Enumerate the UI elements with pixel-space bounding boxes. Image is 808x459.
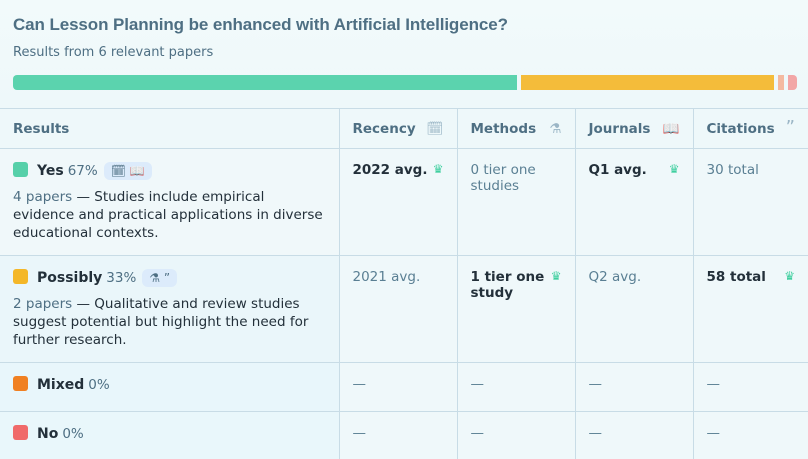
quote-icon: ” — [163, 271, 171, 285]
table-row[interactable]: Possibly 33% ⚗ ” 2 papers — Qualitative an… — [0, 255, 808, 363]
table-row[interactable]: Yes 67% 🗓 📖 4 papers — Studies include emp… — [0, 148, 808, 256]
table-row[interactable]: No 0% — — — — — [0, 411, 808, 459]
column-methods[interactable]: Methods ⚗ — [456, 108, 575, 149]
column-journals[interactable]: Journals 📖 — [574, 108, 693, 149]
bar-segment-no — [788, 75, 797, 90]
paper-count-link[interactable]: 4 papers — [13, 189, 73, 205]
book-icon: 📖 — [129, 164, 145, 178]
flask-icon: ⚗ — [149, 271, 161, 285]
swatch-possibly — [13, 269, 28, 284]
calendar-icon: 🗓 — [426, 121, 444, 137]
crown-icon: ♛ — [668, 162, 680, 176]
quote-icon: ” — [785, 117, 795, 138]
book-icon: 📖 — [662, 121, 680, 137]
page-title: Can Lesson Planning be enhanced with Art… — [13, 15, 508, 34]
bar-segment-possibly — [521, 75, 774, 90]
bar-segment-yes — [13, 75, 517, 90]
swatch-yes — [13, 162, 28, 177]
column-recency[interactable]: Recency 🗓 — [338, 108, 457, 149]
calendar-icon: 🗓 — [110, 164, 126, 178]
crown-icon: ♛ — [550, 269, 562, 283]
flask-icon: ⚗ — [549, 121, 562, 137]
crown-icon: ♛ — [784, 269, 795, 283]
column-results[interactable]: Results — [0, 108, 339, 149]
swatch-no — [13, 425, 28, 440]
badge-chips: 🗓 📖 — [103, 162, 152, 180]
table-header: Results Recency 🗓 Methods ⚗ Journals 📖 Cita… — [0, 108, 808, 149]
column-citations[interactable]: Citations” — [692, 108, 808, 149]
swatch-mixed — [13, 376, 28, 391]
table-row[interactable]: Mixed 0% — — — — — [0, 362, 808, 412]
header: Can Lesson Planning be enhanced with Art… — [0, 0, 808, 108]
results-distribution-bar — [13, 75, 797, 90]
paper-count-link[interactable]: 2 papers — [13, 296, 73, 312]
bar-segment-mixed — [778, 75, 784, 90]
page-subtitle: Results from 6 relevant papers — [13, 45, 214, 60]
results-table: Results Recency 🗓 Methods ⚗ Journals 📖 Cita… — [0, 108, 808, 459]
crown-icon: ♛ — [432, 162, 444, 176]
badge-chips: ⚗ ” — [142, 269, 178, 287]
